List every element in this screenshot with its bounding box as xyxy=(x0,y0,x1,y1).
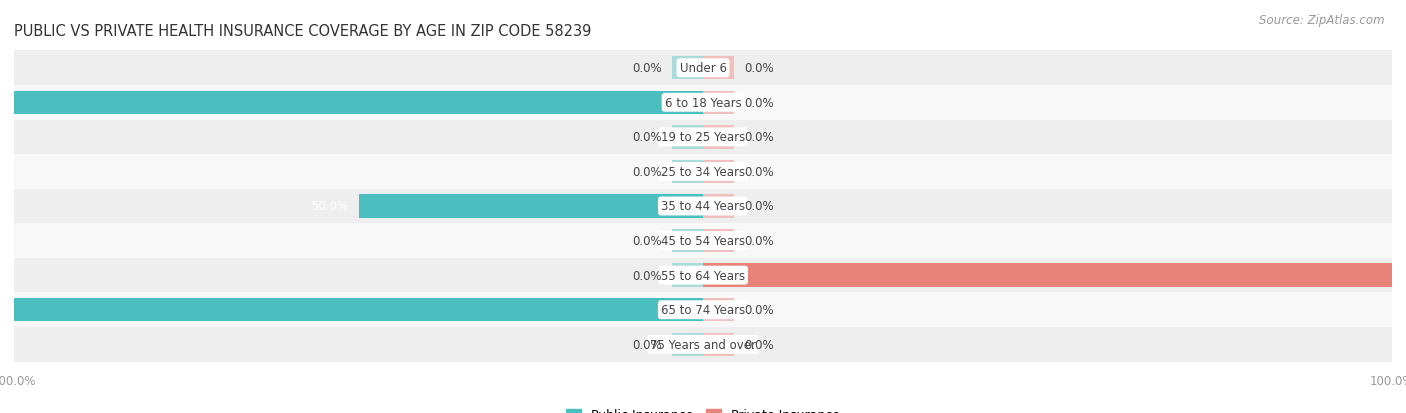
Text: 50.0%: 50.0% xyxy=(311,200,349,213)
Text: 25 to 34 Years: 25 to 34 Years xyxy=(661,166,745,178)
Bar xyxy=(703,126,734,149)
Text: Under 6: Under 6 xyxy=(679,62,727,75)
Bar xyxy=(14,120,1392,155)
Text: 100.0%: 100.0% xyxy=(0,304,4,316)
Legend: Public Insurance, Private Insurance: Public Insurance, Private Insurance xyxy=(561,404,845,413)
Text: 0.0%: 0.0% xyxy=(744,166,773,178)
Bar xyxy=(703,298,734,322)
Bar xyxy=(672,264,703,287)
Text: 0.0%: 0.0% xyxy=(744,62,773,75)
Text: Source: ZipAtlas.com: Source: ZipAtlas.com xyxy=(1260,14,1385,27)
Text: 100.0%: 100.0% xyxy=(0,97,4,109)
Bar xyxy=(703,57,734,80)
Text: 0.0%: 0.0% xyxy=(633,338,662,351)
Bar xyxy=(703,264,1392,287)
Text: 0.0%: 0.0% xyxy=(633,62,662,75)
Bar xyxy=(14,51,1392,86)
Text: 0.0%: 0.0% xyxy=(633,131,662,144)
Bar xyxy=(703,91,734,115)
Text: 19 to 25 Years: 19 to 25 Years xyxy=(661,131,745,144)
Bar xyxy=(703,333,734,356)
Bar xyxy=(703,160,734,184)
Bar xyxy=(703,195,734,218)
Bar xyxy=(672,333,703,356)
Text: 0.0%: 0.0% xyxy=(744,131,773,144)
Bar xyxy=(14,189,1392,224)
Bar xyxy=(14,293,1392,327)
Bar xyxy=(14,155,1392,189)
Text: 35 to 44 Years: 35 to 44 Years xyxy=(661,200,745,213)
Text: 75 Years and over: 75 Years and over xyxy=(650,338,756,351)
Bar xyxy=(14,86,1392,120)
Text: 0.0%: 0.0% xyxy=(744,304,773,316)
Bar xyxy=(14,298,703,322)
Text: 55 to 64 Years: 55 to 64 Years xyxy=(661,269,745,282)
Bar xyxy=(672,126,703,149)
Bar xyxy=(14,258,1392,293)
Bar xyxy=(703,229,734,253)
Bar xyxy=(672,57,703,80)
Text: PUBLIC VS PRIVATE HEALTH INSURANCE COVERAGE BY AGE IN ZIP CODE 58239: PUBLIC VS PRIVATE HEALTH INSURANCE COVER… xyxy=(14,24,592,39)
Bar xyxy=(672,160,703,184)
Text: 0.0%: 0.0% xyxy=(633,235,662,247)
Text: 0.0%: 0.0% xyxy=(744,338,773,351)
Bar xyxy=(14,91,703,115)
Bar xyxy=(359,195,703,218)
Text: 45 to 54 Years: 45 to 54 Years xyxy=(661,235,745,247)
Text: 0.0%: 0.0% xyxy=(633,269,662,282)
Text: 0.0%: 0.0% xyxy=(744,97,773,109)
Text: 6 to 18 Years: 6 to 18 Years xyxy=(665,97,741,109)
Text: 100.0%: 100.0% xyxy=(1402,269,1406,282)
Bar xyxy=(14,327,1392,362)
Bar xyxy=(14,224,1392,258)
Text: 65 to 74 Years: 65 to 74 Years xyxy=(661,304,745,316)
Text: 0.0%: 0.0% xyxy=(744,235,773,247)
Text: 0.0%: 0.0% xyxy=(633,166,662,178)
Bar xyxy=(672,229,703,253)
Text: 0.0%: 0.0% xyxy=(744,200,773,213)
